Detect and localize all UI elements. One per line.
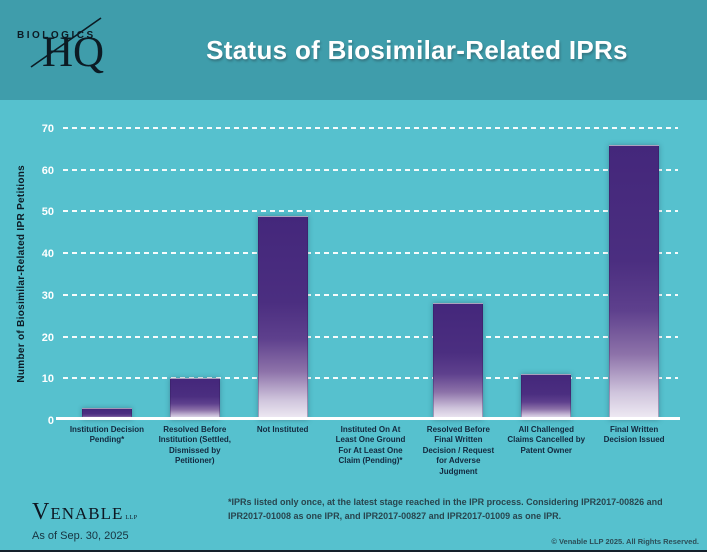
logo-biologics-text: BIOLOGICS — [17, 30, 96, 41]
bars-container — [63, 128, 678, 420]
x-axis-labels: Institution Decision Pending* Resolved Be… — [63, 425, 678, 477]
bar-slot-0 — [63, 128, 151, 420]
category-label-1: Resolved Before Institution (Settled, Di… — [158, 425, 231, 466]
venable-logo-enable: ENABLE — [50, 504, 124, 523]
category-label-3: Instituted On At Least One Ground For At… — [335, 425, 406, 466]
category-label-5: All Challenged Claims Cancelled by Paten… — [507, 425, 586, 455]
venable-logo: VENABLE LLP — [32, 499, 138, 526]
y-tick-label-50: 50 — [41, 206, 54, 219]
bar-slot-6 — [590, 128, 678, 420]
y-tick-label-10: 10 — [41, 373, 54, 386]
y-tick-label-30: 30 — [41, 289, 54, 302]
bar-0 — [81, 407, 132, 420]
gridline-60 — [63, 168, 678, 171]
bar-6 — [609, 144, 660, 420]
page-title: Status of Biosimilar-Related IPRs — [206, 34, 628, 65]
bar-1 — [169, 378, 220, 420]
logo-slash-icon — [30, 17, 102, 68]
gridline-10 — [63, 377, 678, 380]
footnote: *IPRs listed only once, at the latest st… — [228, 497, 663, 521]
logo-hq-text: HQ — [42, 29, 105, 76]
bar-slot-5 — [502, 128, 590, 420]
bottom-border — [0, 550, 707, 552]
category-label-0: Institution Decision Pending* — [69, 425, 145, 445]
y-tick-label-70: 70 — [41, 123, 54, 135]
y-tick-label-40: 40 — [41, 248, 54, 261]
x-axis-line — [56, 417, 680, 420]
gridline-70 — [63, 127, 678, 129]
y-tick-label-0: 0 — [47, 415, 54, 427]
gridline-30 — [63, 293, 678, 296]
title-wrap: Status of Biosimilar-Related IPRs — [155, 35, 707, 66]
bar-5 — [521, 374, 572, 420]
copyright: © Venable LLP 2025. All Rights Reserved. — [551, 537, 699, 546]
bar-slot-2 — [239, 128, 327, 420]
as-of-date: As of Sep. 30, 2025 — [32, 530, 129, 542]
header: BIOLOGICS HQ Status of Biosimilar-Relate… — [0, 0, 707, 100]
y-axis-ticks: 0 10 20 30 40 50 60 70 — [0, 123, 54, 427]
y-tick-label-60: 60 — [41, 164, 54, 177]
gridline-50 — [63, 210, 678, 213]
y-tick-label-20: 20 — [41, 331, 54, 344]
category-label-4: Resolved Before Final Written Decision /… — [422, 425, 495, 476]
bar-4 — [433, 303, 484, 420]
category-label-2: Not Instituted — [256, 425, 309, 434]
bar-slot-1 — [151, 128, 239, 420]
gridline-40 — [63, 252, 678, 255]
venable-logo-v: V — [32, 499, 51, 525]
category-label-6: Final Written Decision Issued — [603, 425, 665, 445]
biologics-hq-logo: BIOLOGICS HQ — [15, 9, 155, 91]
bar-slot-3 — [327, 128, 415, 420]
gridline-20 — [63, 335, 678, 338]
bar-slot-4 — [414, 128, 502, 420]
bar-2 — [257, 215, 308, 420]
bar-chart-plot-area — [63, 127, 678, 420]
venable-logo-llp: LLP — [125, 515, 138, 521]
